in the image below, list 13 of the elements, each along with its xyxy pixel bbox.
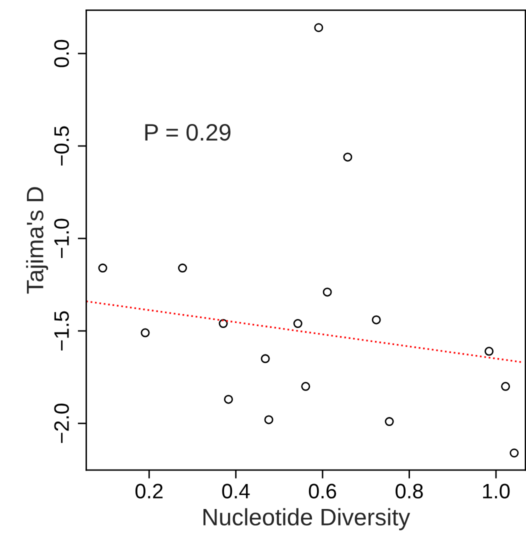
x-tick-label: 1.0 — [483, 484, 510, 499]
x-tick-label: 0.4 — [222, 484, 250, 499]
x-tick-label: 0.6 — [308, 484, 336, 499]
y-tick-label: −2.0 — [54, 404, 69, 443]
y-tick-label: −1.5 — [54, 311, 69, 350]
y-axis-title: Tajima's D — [26, 187, 48, 294]
x-axis-title: Nucleotide Diversity — [203, 508, 410, 530]
y-tick-label: −0.5 — [54, 126, 69, 166]
x-tick-label: 0.8 — [396, 484, 423, 499]
x-tick-label: 0.2 — [135, 484, 163, 499]
y-tick-label: −1.0 — [54, 218, 69, 258]
y-tick-label: 0.0 — [54, 40, 69, 68]
annotation: P = 0.29 — [145, 124, 230, 141]
